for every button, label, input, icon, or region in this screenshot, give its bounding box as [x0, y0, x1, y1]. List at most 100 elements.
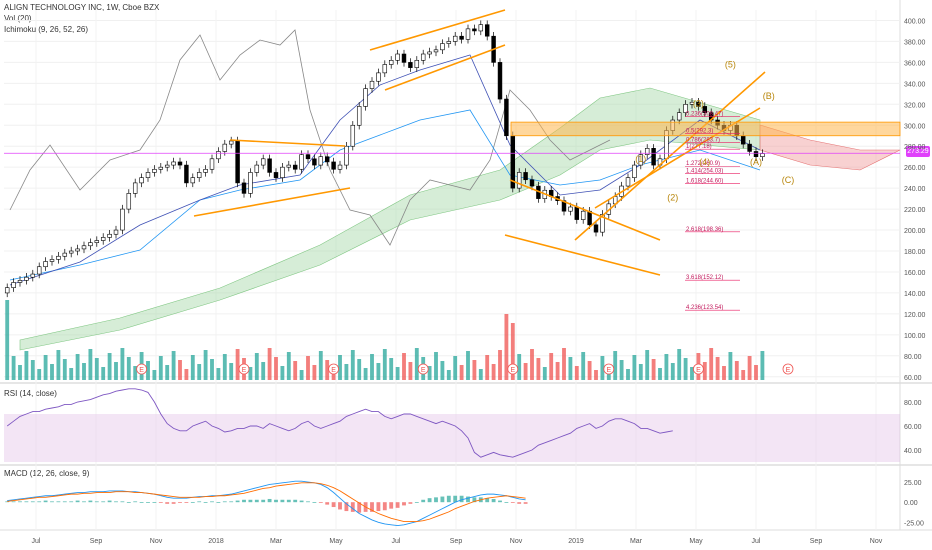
volume-bar	[370, 354, 374, 380]
candle	[529, 179, 535, 187]
candle	[337, 164, 343, 170]
candle	[158, 166, 164, 170]
macd-histogram-bar	[50, 501, 54, 503]
volume-bar	[306, 356, 310, 380]
ichimoku-indicator-label[interactable]: Ichimoku (9, 26, 52, 26)	[4, 25, 89, 34]
candle	[152, 168, 157, 173]
volume-bar	[670, 363, 675, 380]
volume-indicator-label[interactable]: Vol (20)	[4, 14, 32, 23]
macd-histogram-bar	[18, 501, 22, 503]
macd-histogram-bar	[446, 495, 451, 503]
current-price-tag: 273.29	[906, 146, 930, 157]
volume-bar	[709, 348, 714, 380]
volume-bar	[69, 368, 74, 380]
candle	[107, 233, 112, 238]
volume-bar	[658, 368, 662, 380]
candle	[305, 154, 311, 160]
volume-bar	[722, 366, 726, 380]
volume-bar	[165, 365, 170, 380]
macd-histogram-bar	[299, 500, 304, 503]
volume-bar	[152, 370, 157, 380]
symbol-title[interactable]: ALIGN TECHNOLOGY INC, 1W, Cboe BZX	[4, 3, 160, 12]
candle	[75, 248, 80, 252]
volume-bar	[747, 356, 752, 380]
volume-bar	[491, 364, 496, 380]
candle	[11, 282, 16, 288]
earnings-marker	[417, 363, 429, 375]
candle	[459, 35, 464, 40]
wave-label: (1)	[635, 154, 646, 164]
volume-bar	[126, 357, 131, 380]
volume-bar	[549, 353, 554, 380]
candle	[24, 276, 29, 281]
macd-histogram-bar	[286, 499, 291, 503]
volume-bar	[472, 360, 477, 380]
candle	[292, 164, 298, 170]
volume-bar	[523, 363, 528, 380]
volume-bar	[350, 350, 355, 380]
earnings-label: E	[696, 367, 701, 374]
price-tick: 200.00	[904, 228, 926, 235]
volume-bar	[459, 365, 464, 380]
rsi-band	[4, 414, 900, 462]
price-tick: 320.00	[904, 102, 926, 109]
volume-bar	[120, 348, 125, 380]
candle	[30, 273, 36, 278]
volume-bar	[517, 354, 522, 380]
rsi-pane-label[interactable]: RSI (14, close)	[4, 389, 57, 398]
candle	[94, 240, 100, 243]
macd-histogram-bar	[280, 499, 285, 503]
volume-bar	[581, 352, 586, 380]
macd-histogram-bar	[165, 502, 170, 504]
volume-bar	[286, 352, 291, 380]
x-tick: 2018	[208, 538, 224, 545]
fib-level-label: 4.236(123.54)	[686, 305, 723, 311]
volume-bar	[178, 360, 182, 380]
macd-pane-label[interactable]: MACD (12, 26, close, 9)	[4, 469, 90, 478]
candle	[497, 62, 503, 100]
volume-bar	[107, 353, 112, 380]
volume-bar	[197, 364, 202, 380]
macd-histogram-bar	[312, 502, 317, 503]
macd-histogram-bar	[101, 501, 106, 503]
price-tick: 220.00	[904, 207, 926, 214]
x-tick: Jul	[32, 538, 41, 545]
volume-bar	[446, 370, 451, 380]
candle	[561, 200, 567, 212]
candle	[414, 59, 420, 68]
candle	[452, 35, 458, 42]
candle	[209, 158, 215, 170]
wave-label: (C)	[782, 175, 795, 185]
volume-bar	[715, 357, 720, 380]
volume-bar	[229, 363, 234, 380]
fib-level-label: 3.618(152.12)	[686, 275, 723, 281]
earnings-marker	[507, 363, 519, 375]
wave-label: (5)	[725, 60, 736, 70]
candle	[344, 145, 349, 166]
candle	[427, 51, 432, 55]
macd-histogram-bar	[325, 502, 330, 505]
candle	[504, 98, 509, 137]
chart-header: ALIGN TECHNOLOGY INC, 1W, Cboe BZX Vol (…	[4, 2, 159, 35]
macd-tick: -25.00	[904, 520, 924, 527]
candle	[248, 172, 253, 194]
candle	[190, 177, 196, 184]
volume-bar	[363, 368, 368, 380]
volume-bar	[440, 361, 445, 380]
rsi-line	[6, 388, 673, 458]
candle	[81, 245, 87, 250]
macd-histogram-bar	[69, 501, 74, 503]
volume-bar	[171, 351, 176, 380]
candle	[49, 259, 55, 262]
candle	[408, 62, 413, 68]
volume-bar	[62, 359, 67, 380]
macd-histogram-bar	[229, 501, 234, 503]
candle	[580, 210, 586, 220]
candle	[689, 101, 695, 105]
volume-bar	[702, 362, 707, 380]
candle	[312, 158, 317, 166]
x-tick: May	[689, 538, 703, 545]
macd-histogram-bar	[472, 497, 477, 503]
candle	[420, 53, 426, 61]
